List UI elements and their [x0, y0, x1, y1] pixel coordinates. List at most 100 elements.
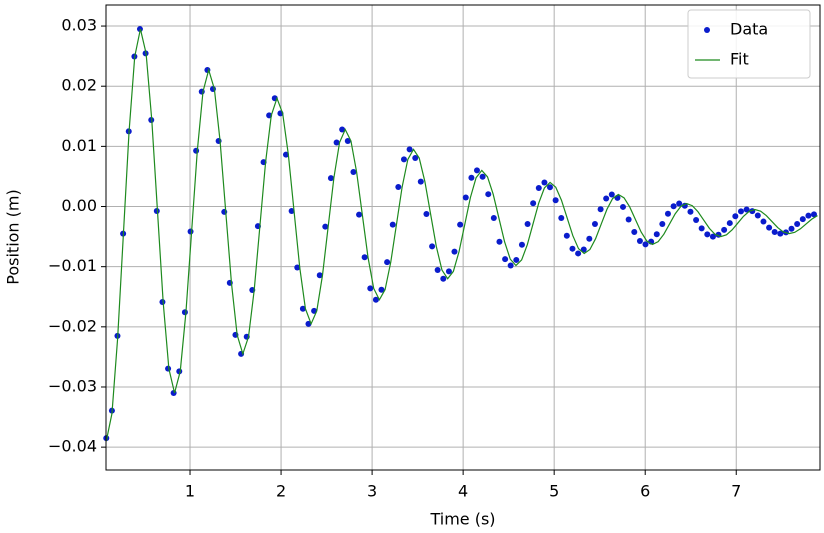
data-point — [496, 238, 503, 245]
data-point — [569, 245, 576, 252]
data-point — [771, 228, 778, 235]
data-point — [440, 275, 447, 282]
y-tick-label: −0.01 — [48, 256, 97, 275]
legend-box — [687, 9, 811, 79]
data-point — [810, 211, 817, 218]
data-point — [732, 213, 739, 220]
data-point — [400, 156, 407, 163]
data-point — [445, 268, 452, 275]
data-point — [356, 211, 363, 218]
legend-label: Data — [730, 20, 768, 39]
data-point — [664, 210, 671, 217]
data-point — [423, 211, 430, 218]
y-tick-label: 0.00 — [61, 196, 97, 215]
data-point — [367, 285, 374, 292]
data-point — [389, 221, 396, 228]
data-point — [631, 228, 638, 235]
data-point — [513, 256, 520, 263]
data-point — [535, 184, 542, 191]
data-point — [743, 206, 750, 213]
data-point — [479, 173, 486, 180]
data-point — [434, 267, 441, 274]
data-point — [558, 214, 565, 221]
x-axis-label: Time (s) — [429, 510, 495, 529]
data-point — [586, 235, 593, 242]
data-point — [316, 272, 323, 279]
x-tick-label: 5 — [549, 482, 559, 501]
data-point — [490, 214, 497, 221]
data-point — [429, 243, 436, 250]
data-point — [737, 208, 744, 215]
x-tick-label: 6 — [640, 482, 650, 501]
data-point — [524, 220, 531, 227]
data-point — [159, 299, 166, 306]
data-point — [709, 233, 716, 240]
data-point — [294, 264, 301, 271]
data-point — [384, 259, 391, 266]
x-tick-label: 7 — [731, 482, 741, 501]
data-point — [282, 151, 289, 158]
data-point — [670, 203, 677, 210]
data-point — [754, 212, 761, 219]
data-point — [659, 220, 666, 227]
data-point — [339, 126, 346, 133]
x-tick-label: 3 — [367, 482, 377, 501]
data-point — [412, 155, 419, 162]
y-tick-label: −0.03 — [48, 376, 97, 395]
data-point — [642, 241, 649, 248]
data-point — [597, 206, 604, 213]
data-point — [473, 167, 480, 174]
data-point — [541, 179, 548, 186]
data-point — [698, 225, 705, 232]
data-point — [693, 217, 700, 224]
data-point — [591, 220, 598, 227]
data-point — [603, 195, 610, 202]
plot-frame — [105, 4, 821, 471]
data-point — [378, 286, 385, 293]
data-point — [676, 200, 683, 207]
data-point — [193, 147, 200, 154]
data-point — [327, 175, 334, 182]
data-point — [406, 146, 413, 153]
data-point — [153, 208, 160, 215]
data-point — [299, 305, 306, 312]
data-point — [395, 183, 402, 190]
data-point — [485, 191, 492, 198]
legend-label: Fit — [730, 50, 749, 69]
data-point — [580, 246, 587, 253]
data-point — [805, 212, 812, 219]
data-point — [575, 250, 582, 257]
data-point — [350, 169, 357, 176]
data-point — [451, 248, 458, 255]
data-point — [766, 224, 773, 231]
data-point — [457, 221, 464, 228]
data-point — [344, 137, 351, 144]
data-point — [653, 231, 660, 238]
legend-marker — [704, 27, 710, 33]
data-point — [552, 197, 559, 204]
data-point — [777, 230, 784, 237]
x-tick-label: 4 — [458, 482, 468, 501]
y-tick-label: −0.02 — [48, 316, 97, 335]
y-tick-label: 0.01 — [61, 136, 97, 155]
data-point — [563, 232, 570, 239]
data-point — [687, 208, 694, 215]
y-tick-label: 0.02 — [61, 76, 97, 95]
data-point — [288, 208, 295, 215]
data-point — [361, 254, 368, 261]
data-point — [619, 203, 626, 210]
fit-line — [105, 28, 818, 442]
data-point — [608, 191, 615, 198]
data-point — [721, 226, 728, 233]
x-tick-label: 1 — [185, 482, 195, 501]
data-point — [794, 220, 801, 227]
x-tick-label: 2 — [276, 482, 286, 501]
data-point — [760, 218, 767, 225]
data-point — [625, 216, 632, 223]
data-point — [181, 309, 188, 316]
data-point — [502, 256, 509, 263]
data-point — [507, 262, 514, 269]
data-point — [322, 223, 329, 230]
